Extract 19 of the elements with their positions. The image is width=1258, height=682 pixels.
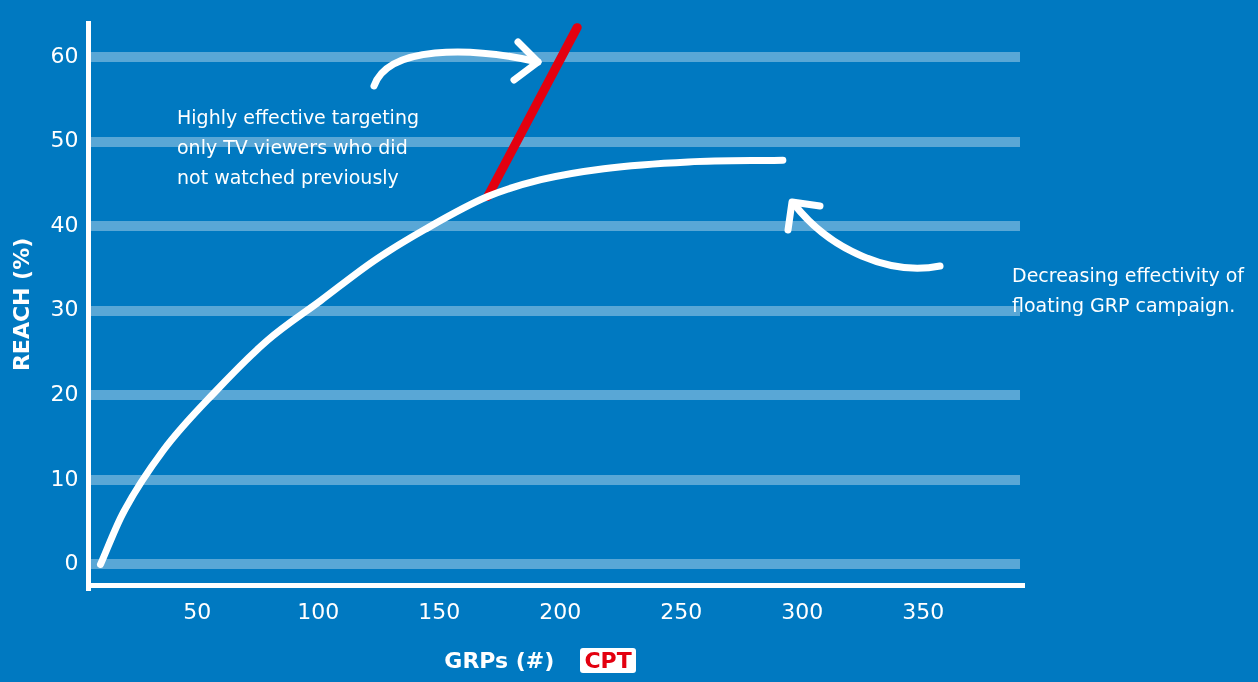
y-tick-label: 10 — [50, 465, 79, 491]
y-tick-label: 50 — [50, 127, 79, 153]
x-axis-title: GRPs (#) — [444, 648, 555, 673]
text: CPT — [580, 648, 636, 673]
x-tick-label: 300 — [781, 598, 824, 624]
y-tick-label: 40 — [50, 211, 79, 237]
y-tick-label: 20 — [50, 381, 79, 407]
annotation: Highly effective targeting only TV viewers who did not watched previously — [177, 105, 420, 190]
x-tick-label: 50 — [183, 598, 212, 624]
x-tick-label: 150 — [418, 598, 461, 624]
y-tick-label: 60 — [50, 42, 79, 68]
x-tick-label: 250 — [660, 598, 703, 624]
annotation: Decreasing effectivity of floating GRP campaign. — [1012, 263, 1246, 318]
y-axis-title: REACH (%) — [8, 237, 34, 372]
y-tick-label: 0 — [64, 550, 79, 576]
x-tick-label: 100 — [297, 598, 340, 624]
y-tick-label: 30 — [50, 296, 79, 322]
x-tick-label: 200 — [539, 598, 582, 624]
x-tick-label: 350 — [902, 598, 945, 624]
